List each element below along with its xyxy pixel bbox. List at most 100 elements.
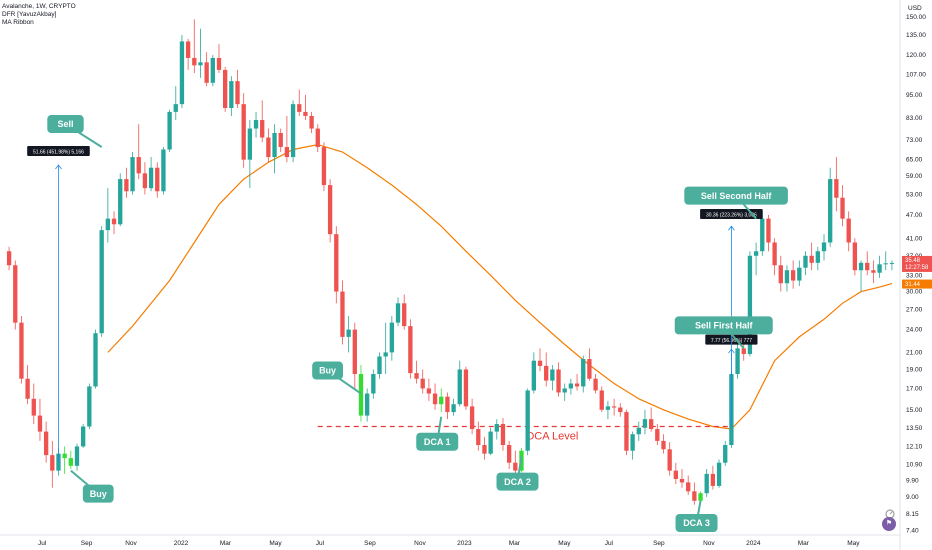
indicator-dfr-label[interactable]: DFR [YavuzAkbay] [2,11,57,18]
candle-body [223,69,228,108]
candle [68,450,73,470]
candle-body [494,424,499,432]
candle-body [865,262,870,271]
candle-body [204,62,209,83]
candle-body [562,388,567,393]
tradingview-flag-icon[interactable]: ⚑ [882,517,896,531]
candle-body [161,149,166,192]
candle [290,100,296,163]
candle [661,434,666,454]
candle-body [550,369,555,381]
candle [871,260,876,284]
candle-body [809,255,814,263]
price-tick-label: 95.00 [906,92,923,99]
time-tick-label: Sep [653,540,665,547]
candle [192,19,197,74]
callout-box [416,432,459,451]
candle-body [346,329,351,337]
measure-label: 51.66 (451.98%) 5,166 [33,149,84,155]
time-tick-label: Nov [125,540,137,547]
candle-body [432,393,438,405]
candle-body [50,455,55,471]
candle [858,260,864,292]
candle-body [327,185,333,235]
candle [537,348,543,372]
price-tick-label: 13.50 [906,425,923,432]
candle [81,424,86,448]
time-tick-label: May [558,540,571,547]
candle-body [753,251,759,256]
countdown-tag: 12:27:58 [905,265,929,271]
candle [93,329,98,389]
candle [241,93,246,168]
candle-body [587,359,592,379]
candle-body [531,360,537,391]
candle-body [581,359,586,387]
candle-body [500,424,506,446]
time-tick-label: Sep [81,540,93,547]
candle-body [364,393,370,416]
candle-body [686,482,691,492]
candle [272,124,277,174]
candle [408,319,413,379]
candle [142,162,148,195]
price-tick-label: 59.00 [906,173,923,180]
candle-body [408,326,413,374]
candle [346,315,351,353]
candle [6,246,12,271]
price-tick-label: 17.00 [906,385,923,392]
price-tick-label: 12.10 [906,443,923,450]
candle-body [136,157,141,174]
candle-body [574,383,580,387]
candle [303,94,308,121]
candle [865,251,870,276]
callout-label: Sell [57,119,73,129]
candle [284,115,290,163]
candle [210,55,215,87]
candle-body [871,270,876,273]
candle-body [760,218,765,252]
price-tick-label: 30.00 [906,289,923,296]
candle-body [414,373,419,379]
candle-body [544,365,549,381]
candle-body [797,267,802,281]
indicator-ma-ribbon-label[interactable]: MA Ribbon [2,19,34,26]
measure-arrowhead [55,164,62,170]
candle [185,38,191,70]
callout-bubble: DCA 1 [416,416,459,451]
time-tick-label: Jul [316,540,325,547]
candle-body [297,104,302,112]
candle-body [358,374,364,416]
candle-body [371,374,376,394]
candle-body [735,348,740,375]
candle [494,419,499,440]
candle-body [476,429,481,446]
candle [686,475,691,496]
price-tick-label: 41.00 [906,235,923,242]
candle [809,242,814,271]
candle-body [457,369,462,405]
candle [506,440,512,470]
candle [815,246,820,271]
candle-body [352,329,357,375]
candle [235,69,240,108]
candle-body [6,251,12,266]
time-tick-label: May [847,540,860,547]
price-tick-label: 27.00 [906,307,923,314]
candle-body [179,41,185,105]
time-tick-label: 2024 [746,540,761,547]
candle [877,255,882,278]
candle-body [661,440,666,450]
candle [167,109,172,152]
candle-body [642,419,648,428]
candle-body [389,322,395,353]
candle-body [469,406,475,430]
candle [618,403,623,417]
candle-body [167,111,172,150]
candle [229,76,234,116]
callout-bubble: DCA 2 [496,456,539,491]
candle-body [852,242,858,271]
candle-body [235,81,240,105]
callout-label: Sell First Half [695,321,754,331]
